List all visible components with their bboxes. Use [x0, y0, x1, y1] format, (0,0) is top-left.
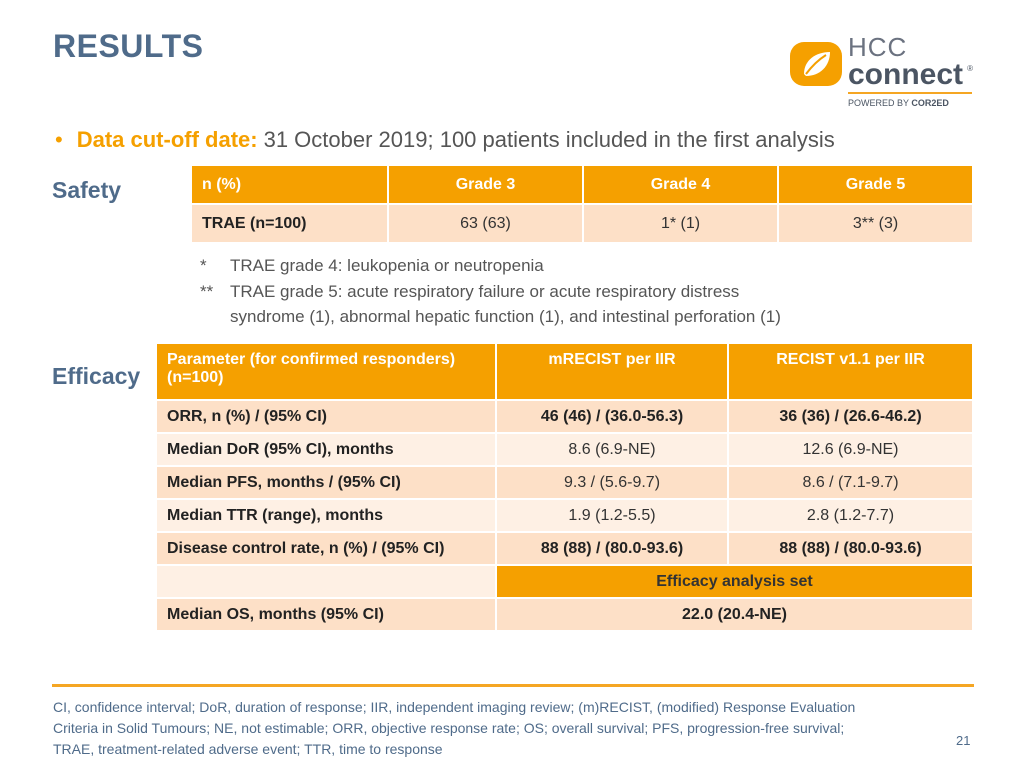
efficacy-param: Median OS, months (95% CI) — [157, 599, 495, 630]
data-cutoff-bullet: • Data cut-off date: 31 October 2019; 100 … — [55, 127, 835, 153]
footnote-mark: * — [200, 256, 207, 275]
footer-line: CI, confidence interval; DoR, duration o… — [53, 699, 856, 715]
logo-connect: connect — [848, 58, 964, 91]
efficacy-value: 8.6 / (7.1-9.7) — [729, 467, 972, 498]
efficacy-row: Median TTR (range), months 1.9 (1.2-5.5)… — [157, 500, 972, 531]
safety-cell: TRAE (n=100) — [192, 205, 387, 242]
efficacy-value: 88 (88) / (80.0-93.6) — [729, 533, 972, 564]
safety-footnote: syndrome (1), abnormal hepatic function … — [200, 307, 781, 327]
efficacy-row: Median DoR (95% CI), months 8.6 (6.9-NE)… — [157, 434, 972, 465]
safety-cell: 63 (63) — [389, 205, 582, 242]
efficacy-row: Median PFS, months / (95% CI) 9.3 / (5.6… — [157, 467, 972, 498]
efficacy-header-row: Parameter (for confirmed responders) (n=… — [157, 344, 972, 399]
logo-divider — [848, 92, 972, 94]
efficacy-param: Disease control rate, n (%) / (95% CI) — [157, 533, 495, 564]
page-title: RESULTS — [53, 28, 204, 64]
page-number: 21 — [956, 733, 971, 748]
safety-header: n (%) — [192, 166, 387, 203]
efficacy-param: Median DoR (95% CI), months — [157, 434, 495, 465]
powered-by-brand: COR2ED — [911, 98, 949, 108]
safety-cell: 3** (3) — [779, 205, 972, 242]
efficacy-label: Efficacy — [52, 363, 141, 389]
efficacy-table: Parameter (for confirmed responders) (n=… — [155, 342, 974, 632]
bullet-dot: • — [55, 127, 63, 152]
efficacy-row: Efficacy analysis set — [157, 566, 972, 597]
safety-header: Grade 3 — [389, 166, 582, 203]
bullet-label: Data cut-off date: — [76, 127, 258, 152]
efficacy-value: 9.3 / (5.6-9.7) — [497, 467, 727, 498]
efficacy-analysis-set: Efficacy analysis set — [497, 566, 972, 597]
safety-header: Grade 5 — [779, 166, 972, 203]
efficacy-value: 8.6 (6.9-NE) — [497, 434, 727, 465]
efficacy-value: 22.0 (20.4-NE) — [497, 599, 972, 630]
efficacy-blank-cell — [157, 566, 495, 597]
efficacy-header: mRECIST per IIR — [497, 344, 727, 399]
footnote-text: syndrome (1), abnormal hepatic function … — [230, 307, 781, 326]
footnote-text: TRAE grade 5: acute respiratory failure … — [230, 282, 740, 301]
efficacy-value: 12.6 (6.9-NE) — [729, 434, 972, 465]
logo-powered-by: POWERED BY COR2ED — [848, 98, 949, 108]
efficacy-value: 36 (36) / (26.6-46.2) — [729, 401, 972, 432]
safety-label: Safety — [52, 177, 122, 203]
footer-abbreviations: CI, confidence interval; DoR, duration o… — [53, 697, 933, 760]
footer-line: TRAE, treatment-related adverse event; T… — [53, 741, 443, 757]
efficacy-row: ORR, n (%) / (95% CI) 46 (46) / (36.0-56… — [157, 401, 972, 432]
footnote-text: TRAE grade 4: leukopenia or neutropenia — [230, 256, 544, 275]
efficacy-header: RECIST v1.1 per IIR — [729, 344, 972, 399]
powered-by-text: POWERED BY — [848, 98, 909, 108]
footnote-mark: ** — [200, 282, 214, 301]
safety-header-row: n (%) Grade 3 Grade 4 Grade 5 — [192, 166, 972, 203]
efficacy-value: 88 (88) / (80.0-93.6) — [497, 533, 727, 564]
efficacy-header-parameter: Parameter (for confirmed responders) (n=… — [157, 344, 495, 399]
logo-registered: ® — [967, 64, 974, 73]
bullet-text: 31 October 2019; 100 patients included i… — [263, 127, 835, 152]
efficacy-row: Median OS, months (95% CI) 22.0 (20.4-NE… — [157, 599, 972, 630]
footer-line: Criteria in Solid Tumours; NE, not estim… — [53, 720, 845, 736]
safety-cell: 1* (1) — [584, 205, 777, 242]
efficacy-header-line: (n=100) — [167, 369, 224, 386]
efficacy-value: 1.9 (1.2-5.5) — [497, 500, 727, 531]
safety-header: Grade 4 — [584, 166, 777, 203]
logo-hcc: HCC — [848, 32, 908, 62]
safety-footnote: ** TRAE grade 5: acute respiratory failur… — [200, 282, 739, 302]
efficacy-param: Median TTR (range), months — [157, 500, 495, 531]
efficacy-value: 2.8 (1.2-7.7) — [729, 500, 972, 531]
safety-row: TRAE (n=100) 63 (63) 1* (1) 3** (3) — [192, 205, 972, 242]
efficacy-header-line: Parameter (for confirmed responders) — [167, 351, 456, 368]
safety-footnote: * TRAE grade 4: leukopenia or neutropenia — [200, 256, 544, 276]
efficacy-value: 46 (46) / (36.0-56.3) — [497, 401, 727, 432]
efficacy-row: Disease control rate, n (%) / (95% CI) 8… — [157, 533, 972, 564]
footer-divider — [52, 684, 974, 687]
efficacy-param: Median PFS, months / (95% CI) — [157, 467, 495, 498]
hcc-connect-logo: HCC connect ® POWERED BY COR2ED — [788, 34, 988, 114]
leaf-icon — [790, 42, 842, 86]
efficacy-param: ORR, n (%) / (95% CI) — [157, 401, 495, 432]
safety-table: n (%) Grade 3 Grade 4 Grade 5 TRAE (n=10… — [190, 164, 974, 244]
